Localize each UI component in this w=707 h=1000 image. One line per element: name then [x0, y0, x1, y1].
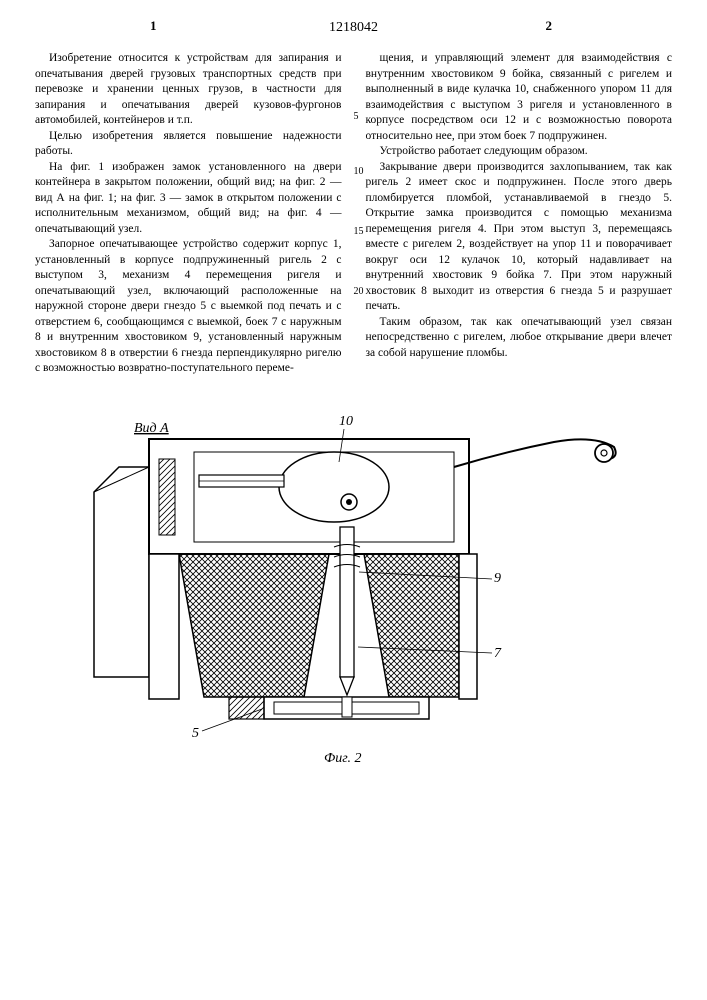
column-left: Изобретение относится к устройствам для … — [35, 51, 342, 377]
para-1-4: Запорное опечатывающее устройство содерж… — [35, 237, 342, 377]
ref-10: 10 — [339, 414, 353, 429]
para-2-3: Закрывание двери производится захлопыван… — [366, 160, 673, 315]
document-number: 1218042 — [35, 20, 672, 36]
ref-9: 9 — [494, 571, 501, 586]
figure-svg: Вид А 10 — [64, 397, 644, 777]
ref-7: 7 — [494, 646, 502, 661]
column-right: щения, и управляющий элемент для взаимод… — [366, 51, 673, 377]
text-columns: Изобретение относится к устройствам для … — [35, 51, 672, 377]
figure-caption: Фиг. 2 — [324, 751, 362, 766]
figure-2: Вид А 10 — [35, 397, 672, 777]
ref-5: 5 — [192, 726, 199, 741]
para-2-2: Устройство работает следующим образом. — [366, 144, 673, 160]
page-number-right: 2 — [546, 18, 553, 34]
para-1-1: Изобретение относится к устройствам для … — [35, 51, 342, 129]
para-2-4: Таким образом, так как опечатывающий узе… — [366, 315, 673, 362]
view-label: Вид А — [134, 421, 169, 436]
para-1-2: Целью изобретения является повышение над… — [35, 129, 342, 160]
page-number-left: 1 — [150, 18, 157, 34]
para-2-1: щения, и управляющий элемент для взаимод… — [366, 51, 673, 144]
para-1-3: На фиг. 1 изображен замок установленного… — [35, 160, 342, 238]
